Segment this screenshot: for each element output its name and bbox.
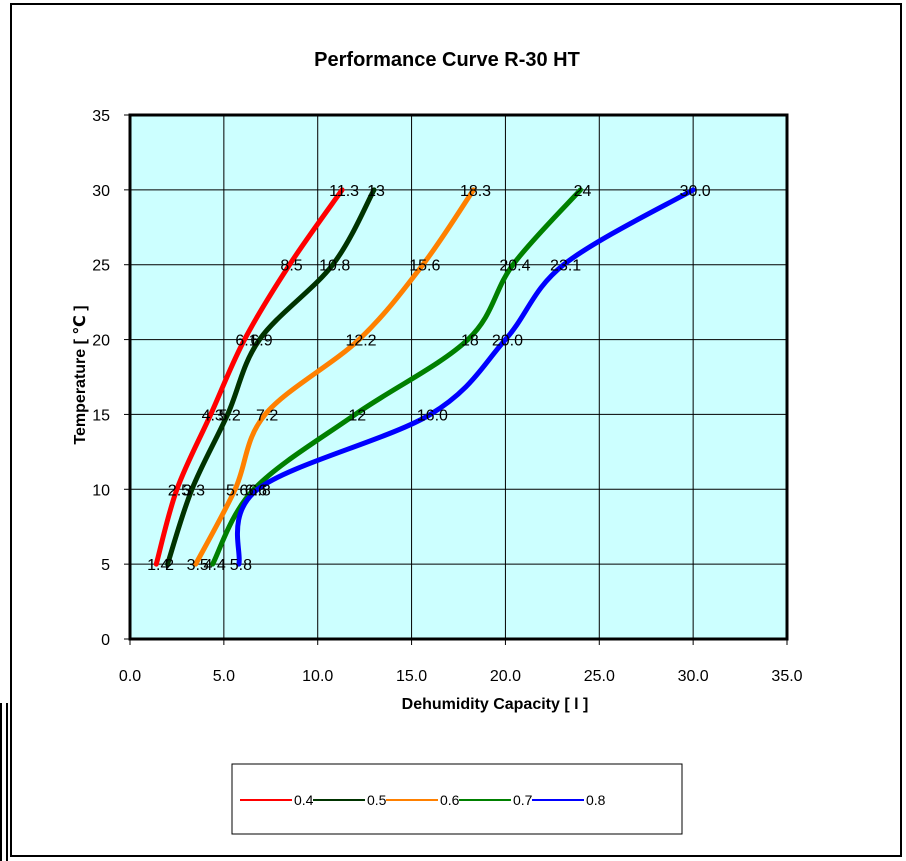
- series-line-0.8: [234, 187, 696, 567]
- data-label: 18: [461, 333, 479, 350]
- legend-entry: 0.4: [294, 792, 314, 808]
- legend: 0.4 0.5 0.6 0.7 0.8: [240, 792, 606, 808]
- data-label: 4.3: [202, 407, 224, 424]
- legend-entry: 0.5: [367, 792, 387, 808]
- series-lines: [153, 187, 696, 567]
- data-label: 3.5: [187, 557, 209, 574]
- x-tick-label: 5.0: [213, 668, 235, 685]
- data-label: 5.2: [218, 407, 240, 424]
- y-tick-label: 5: [101, 557, 110, 574]
- data-label: 4.4: [203, 557, 225, 574]
- x-tick-label: 15.0: [396, 668, 427, 685]
- data-label: 23.1: [550, 258, 581, 275]
- x-tick-label: 30.0: [678, 668, 709, 685]
- data-label: 1.4: [147, 557, 169, 574]
- x-axis-label: Dehumidity Capacity [ l ]: [402, 696, 589, 713]
- y-tick-label: 0: [101, 632, 110, 649]
- data-label: 20.4: [499, 258, 530, 275]
- x-axis-ticks: 0.0 5.0 10.0 15.0 20.0 25.0 30.0 35.0: [119, 639, 803, 685]
- y-tick-label: 30: [92, 183, 110, 200]
- data-label: 6.1: [235, 333, 257, 350]
- x-tick-label: 25.0: [584, 668, 615, 685]
- y-axis-label: Temperature [ ℃ ]: [72, 305, 89, 444]
- data-label: 12.2: [345, 333, 376, 350]
- y-tick-label: 25: [92, 258, 110, 275]
- data-label: 2: [165, 557, 174, 574]
- legend-entry: 0.7: [513, 792, 533, 808]
- data-label: 11.3: [329, 183, 359, 200]
- data-label: 8.5: [280, 258, 302, 275]
- data-label: 7.2: [256, 407, 278, 424]
- x-tick-label: 35.0: [771, 668, 802, 685]
- series-line-0.4: [153, 187, 345, 567]
- data-label: 12: [348, 407, 366, 424]
- data-label: 5.6: [226, 482, 248, 499]
- data-label: 24: [574, 183, 592, 200]
- left-edge-fragment: [0, 703, 8, 861]
- data-label: 6.6: [245, 482, 267, 499]
- y-axis-ticks: 0 5 10 15 20 25 30 35: [92, 108, 130, 649]
- y-tick-label: 15: [92, 407, 110, 424]
- chart-title: Performance Curve R-30 HT: [314, 49, 580, 71]
- x-tick-label: 10.0: [302, 668, 333, 685]
- x-tick-label: 20.0: [490, 668, 521, 685]
- data-label: 6.9: [250, 333, 272, 350]
- x-tick-label: 0.0: [119, 668, 141, 685]
- series-line-0.6: [193, 187, 477, 567]
- series-line-0.5: [165, 187, 377, 567]
- data-label: 30.0: [680, 183, 711, 200]
- legend-entry: 0.6: [440, 792, 460, 808]
- data-label: 20.0: [492, 333, 523, 350]
- data-labels: 1.4 2.5 4.3 6.1 8.5 11.3 2 3.3 5.2 6.9 10.8 13 3.5 5.…: [147, 183, 711, 574]
- y-tick-label: 10: [92, 482, 110, 499]
- data-label: 15.6: [409, 258, 440, 275]
- data-label: 6.8: [249, 482, 271, 499]
- data-label: 18.3: [460, 183, 491, 200]
- y-tick-label: 20: [92, 333, 110, 350]
- data-label: 13: [367, 183, 385, 200]
- data-label: 2.5: [168, 482, 190, 499]
- data-label: 5.8: [230, 557, 252, 574]
- data-label: 3.3: [183, 482, 205, 499]
- plot-border: [128, 113, 789, 641]
- data-label: 10.8: [319, 258, 350, 275]
- y-tick-label: 35: [92, 108, 110, 125]
- legend-box: [231, 763, 683, 835]
- legend-entry: 0.8: [586, 792, 606, 808]
- gridlines: [130, 115, 787, 639]
- data-label: 16.0: [417, 407, 448, 424]
